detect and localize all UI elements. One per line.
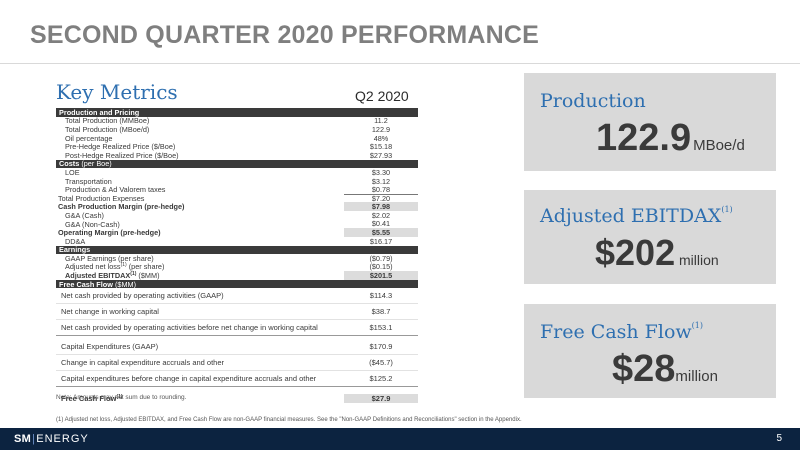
section-label: Free Cash Flow [59, 279, 113, 289]
table-row: Total Production (MMBoe) 11.2 [65, 116, 388, 126]
section-header-earnings: Earnings [56, 245, 418, 255]
table-row: Capital Expenditures (GAAP) $170.9 [56, 339, 418, 356]
table-row: Net cash provided by operating activitie… [56, 320, 418, 337]
key-metrics-table: Production and Pricing Total Production … [56, 108, 418, 406]
table-row: Change in capital expenditure accruals a… [56, 355, 418, 372]
table-row: Pre-Hedge Realized Price ($/Boe) $15.18 [65, 142, 393, 152]
section-header-fcf: Free Cash Flow ($MM) [56, 280, 418, 289]
table-row: Capital expenditures before change in ca… [56, 371, 418, 388]
page-number: 5 [776, 433, 782, 444]
table-row-subtotal: Adjusted EBITDAX(1) ($MM) $201.5 [56, 271, 418, 281]
ebitdax-panel: Adjusted EBITDAX(1) $202 million [524, 190, 776, 284]
table-row: LOE $3.30 [65, 167, 391, 177]
panel-title: Free Cash Flow(1) [540, 321, 703, 343]
table-row: Net cash provided by operating activitie… [56, 288, 418, 305]
period-header: Q2 2020 [355, 88, 409, 104]
table-row: Total Production Expenses $7.20 [58, 193, 391, 203]
slide-title: SECOND QUARTER 2020 PERFORMANCE [30, 21, 540, 49]
table-row: G&A (Cash) $2.02 [65, 210, 391, 220]
table-row: Post-Hedge Realized Price ($/Boe) $27.93 [65, 150, 393, 160]
table-row: GAAP Earnings (per share) ($0.79) [65, 253, 393, 263]
table-row-total: Free Cash Flow(1) $27.9 [56, 390, 418, 406]
table-row-subtotal: Operating Margin (pre-hedge) $5.55 [56, 228, 418, 238]
footer-bar: SM|ENERGY 5 [0, 428, 800, 450]
table-row: DD&A $16.17 [65, 236, 393, 246]
section-header-costs: Costs (per Boe) [56, 159, 418, 169]
table-row: Adjusted net loss(1) (per share) ($0.15) [65, 262, 393, 272]
production-panel: Production 122.9 MBoe/d [524, 73, 776, 171]
table-row: Total Production (MBoe/d) 122.9 [65, 124, 391, 134]
company-logo: SM|ENERGY [14, 433, 89, 445]
table-row: Oil percentage 48% [65, 133, 389, 143]
section-label: Costs [59, 159, 80, 169]
panel-value: 122.9 MBoe/d [596, 117, 745, 159]
fcf-panel: Free Cash Flow(1) $28million [524, 304, 776, 398]
panel-title: Production [540, 90, 646, 112]
section-header-production: Production and Pricing [56, 108, 418, 117]
panel-value: $28million [612, 348, 718, 390]
table-row: Production & Ad Valorem taxes $0.78 [56, 185, 418, 195]
table-row: Transportation $3.12 [65, 176, 391, 186]
table-row-subtotal: Cash Production Margin (pre-hedge) $7.98 [56, 202, 418, 212]
section-label: Production and Pricing [59, 107, 140, 117]
footnote: (1) Adjusted net loss, Adjusted EBITDAX,… [56, 417, 522, 423]
panel-title: Adjusted EBITDAX(1) [540, 205, 733, 227]
title-divider [0, 63, 800, 64]
table-row: Net change in working capital $38.7 [56, 304, 418, 321]
rounding-note: Note: Amounts may not sum due to roundin… [56, 394, 187, 401]
table-row: G&A (Non-Cash) $0.41 [56, 219, 418, 230]
key-metrics-title: Key Metrics [56, 80, 178, 104]
section-label: Earnings [59, 245, 91, 255]
panel-value: $202 million [595, 232, 719, 273]
